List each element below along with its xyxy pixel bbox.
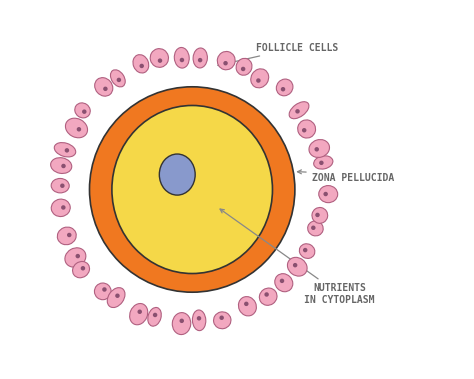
Circle shape [81,266,85,271]
Circle shape [139,64,144,68]
Circle shape [137,310,142,314]
Ellipse shape [133,55,149,73]
Ellipse shape [73,262,90,278]
Ellipse shape [51,179,69,193]
Circle shape [90,87,295,292]
Circle shape [319,161,324,165]
Circle shape [264,292,269,297]
Ellipse shape [75,103,90,118]
Circle shape [315,213,320,217]
Circle shape [103,86,108,91]
Circle shape [117,78,121,82]
Circle shape [61,205,65,210]
Circle shape [102,287,107,292]
Circle shape [75,254,80,258]
Circle shape [64,148,69,153]
Ellipse shape [65,118,88,138]
Ellipse shape [259,288,277,305]
Ellipse shape [51,158,72,174]
Ellipse shape [130,304,148,325]
Circle shape [303,248,308,252]
Circle shape [198,58,202,63]
Ellipse shape [55,143,76,157]
Ellipse shape [65,248,86,267]
Circle shape [280,279,284,283]
Ellipse shape [314,156,333,169]
Text: ZONA PELLUCIDA: ZONA PELLUCIDA [298,170,394,183]
Circle shape [82,110,87,114]
Ellipse shape [300,244,315,258]
Circle shape [223,61,228,66]
Ellipse shape [217,52,235,70]
Circle shape [281,87,285,91]
Circle shape [158,58,162,63]
Ellipse shape [174,47,189,68]
Circle shape [314,147,319,152]
Ellipse shape [309,139,329,157]
Circle shape [295,109,300,114]
Ellipse shape [298,120,316,138]
Ellipse shape [148,307,161,326]
Ellipse shape [251,69,269,88]
Circle shape [180,58,184,62]
Ellipse shape [289,102,309,119]
Circle shape [241,67,246,71]
Ellipse shape [238,297,256,316]
Ellipse shape [275,274,293,292]
Ellipse shape [107,288,125,307]
Ellipse shape [192,310,206,330]
Circle shape [115,293,119,298]
Circle shape [153,313,157,317]
Ellipse shape [110,70,125,87]
Ellipse shape [112,105,273,274]
Circle shape [244,302,248,306]
Text: FOLLICLE CELLS: FOLLICLE CELLS [218,42,338,66]
Circle shape [256,78,261,83]
Ellipse shape [95,78,113,96]
Circle shape [219,315,224,320]
Circle shape [60,183,64,188]
Ellipse shape [276,79,293,96]
Circle shape [311,226,316,230]
Circle shape [197,316,201,321]
Ellipse shape [236,58,252,75]
Circle shape [323,192,328,196]
Circle shape [293,263,297,268]
Ellipse shape [308,221,323,236]
Circle shape [61,164,66,168]
Ellipse shape [57,227,76,245]
Ellipse shape [150,49,168,67]
Circle shape [302,128,306,133]
Ellipse shape [319,186,337,203]
Ellipse shape [287,257,307,276]
Circle shape [180,319,184,323]
Ellipse shape [159,154,195,195]
Ellipse shape [193,48,208,68]
Circle shape [77,127,81,132]
Ellipse shape [214,312,231,329]
Text: NUTRIENTS
IN CYTOPLASM: NUTRIENTS IN CYTOPLASM [220,209,375,305]
Ellipse shape [172,313,191,335]
Ellipse shape [94,283,111,300]
Ellipse shape [312,207,328,223]
Ellipse shape [51,199,70,216]
Circle shape [67,233,72,237]
